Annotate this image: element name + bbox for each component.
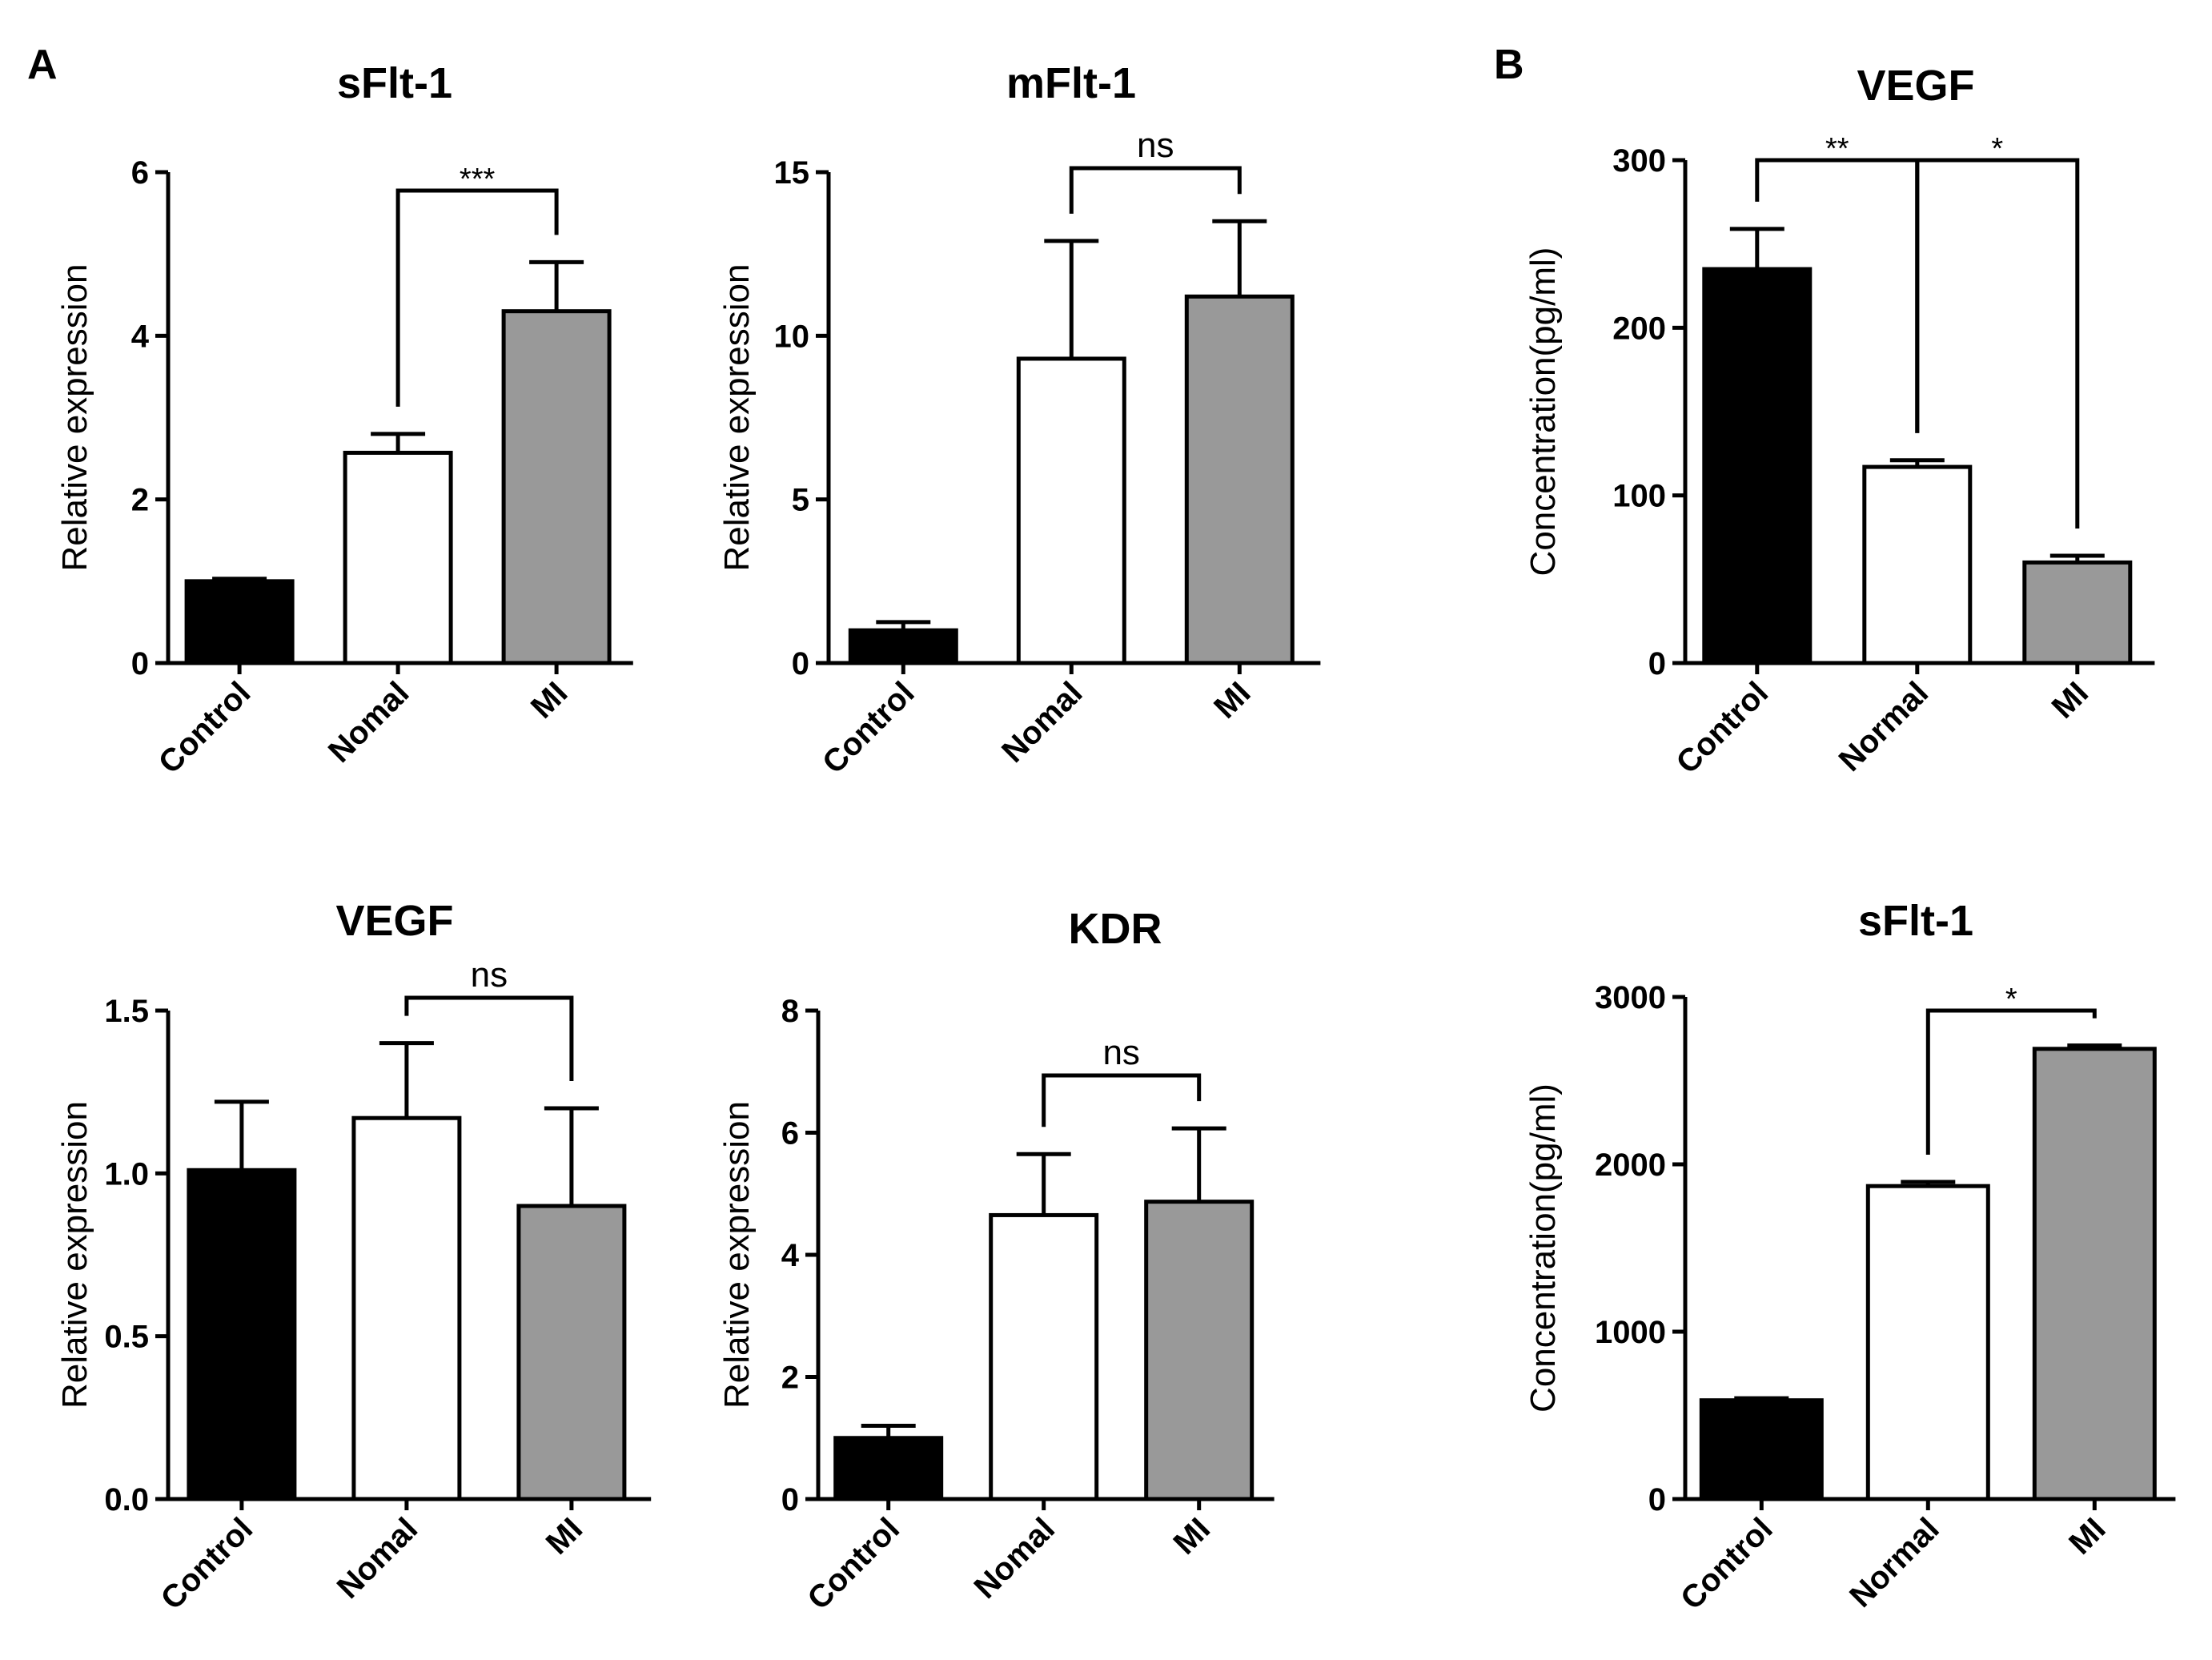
bar-control <box>1699 1398 1824 1501</box>
significance-bracket <box>395 188 559 407</box>
y-tick-label: 0 <box>792 646 809 681</box>
y-tick-label: 0 <box>781 1482 799 1517</box>
bar-nomal <box>989 1212 1099 1501</box>
y-tick-label: 5 <box>792 483 809 518</box>
significance-bracket <box>1925 1008 2097 1155</box>
chart-title: KDR <box>1069 905 1162 953</box>
significance-label: * <box>2005 983 2017 1016</box>
chart-title: VEGF <box>335 897 453 945</box>
y-tick-label: 6 <box>131 155 149 191</box>
chart-2: mFlt-1 Relative expression 0 5 10 15 Control No… <box>717 59 1321 781</box>
significance-label: ** <box>1825 132 1849 166</box>
significance-label: ns <box>1137 126 1174 165</box>
x-category-label: Control <box>155 1511 260 1617</box>
chart-title: sFlt-1 <box>337 59 452 107</box>
y-axis-label: Relative expression <box>717 264 757 572</box>
chart-3: VEGF Concentration(pg/ml) 0 100 200 300 Contro… <box>1524 62 2155 781</box>
bar-mi <box>1144 1200 1255 1501</box>
x-category-label: MI <box>1207 675 1258 725</box>
y-tick-label: 10 <box>774 319 810 354</box>
x-category-label: Normal <box>1833 675 1936 778</box>
bar-nomal <box>343 450 453 665</box>
x-category-label: MI <box>2062 1511 2113 1562</box>
y-tick-label: 100 <box>1612 479 1666 514</box>
bar-mi <box>2022 560 2133 665</box>
x-category-label: Nomal <box>968 1511 1062 1606</box>
y-axis-label: Concentration(pg/ml) <box>1524 1083 1563 1413</box>
y-tick-label: 15 <box>774 155 810 191</box>
bar-mi <box>501 309 612 665</box>
y-tick-label: 0.0 <box>104 1482 149 1517</box>
chart-4: VEGF Relative expression 0.0 0.5 1.0 1.5 Contr… <box>55 897 652 1617</box>
significance-bracket <box>1069 166 1242 214</box>
x-category-label: Nomal <box>995 675 1090 770</box>
y-tick-label: 0.5 <box>104 1320 149 1355</box>
bar-normal <box>1862 464 1973 665</box>
significance-label: ns <box>471 955 508 995</box>
significance-bracket <box>404 995 574 1081</box>
significance-bracket <box>1915 158 2080 529</box>
y-tick-label: 200 <box>1612 311 1666 346</box>
x-category-label: Control <box>1674 1511 1780 1617</box>
x-category-label: Control <box>816 675 921 781</box>
chart-5: KDR Relative expression 0 2 4 6 8 Control Nomal M… <box>717 905 1275 1617</box>
x-category-label: Control <box>1670 675 1776 781</box>
chart-1: sFlt-1 Relative expression 0 2 4 6 Control Noma… <box>55 59 633 781</box>
x-category-label: MI <box>540 1511 590 1562</box>
y-tick-label: 6 <box>781 1116 799 1152</box>
bar-mi <box>2032 1047 2157 1501</box>
chart-title: mFlt-1 <box>1006 59 1136 107</box>
significance-bracket <box>1042 1073 1202 1127</box>
chart-title: VEGF <box>1857 62 1974 110</box>
x-category-label: Control <box>801 1511 906 1617</box>
bar-nomal <box>1016 356 1126 665</box>
x-category-label: Nomal <box>322 675 416 770</box>
y-tick-label: 0 <box>1648 1482 1666 1517</box>
y-tick-label: 8 <box>781 994 799 1029</box>
x-category-label: MI <box>1167 1511 1218 1562</box>
x-category-label: Nomal <box>331 1511 425 1606</box>
significance-label: *** <box>460 163 496 196</box>
y-tick-label: 2 <box>131 483 149 518</box>
y-tick-label: 0 <box>1648 646 1666 681</box>
bar-control <box>187 1168 297 1501</box>
bar-nomal <box>351 1115 462 1501</box>
chart-title: sFlt-1 <box>1858 897 1973 945</box>
y-axis-label: Relative expression <box>55 1101 94 1409</box>
x-category-label: Normal <box>1843 1511 1946 1614</box>
bar-mi <box>516 1204 627 1501</box>
significance-label: * <box>1991 132 2003 166</box>
panel-label-b: B <box>1494 42 1524 88</box>
panel-label-a: A <box>27 42 58 88</box>
x-category-label: MI <box>2045 675 2096 725</box>
chart-6: sFlt-1 Concentration(pg/ml) 0 1000 2000 3000 C… <box>1524 897 2176 1617</box>
bar-control <box>184 579 295 665</box>
x-category-label: MI <box>524 675 575 725</box>
bar-control <box>1702 267 1813 665</box>
y-axis-label: Relative expression <box>55 264 94 572</box>
y-tick-label: 1.0 <box>104 1156 149 1192</box>
y-tick-label: 2 <box>781 1361 799 1396</box>
bar-normal <box>1865 1184 1990 1501</box>
y-tick-label: 4 <box>781 1238 800 1273</box>
y-tick-label: 1000 <box>1595 1315 1666 1350</box>
y-tick-label: 0 <box>131 646 149 681</box>
y-tick-label: 300 <box>1612 143 1666 179</box>
y-tick-label: 4 <box>131 319 150 354</box>
x-category-label: Control <box>152 675 258 781</box>
y-axis-label: Relative expression <box>717 1101 757 1409</box>
bar-control <box>833 1436 944 1501</box>
y-tick-label: 2000 <box>1595 1148 1666 1183</box>
significance-label: ns <box>1102 1033 1139 1072</box>
y-axis-label: Concentration(pg/ml) <box>1524 247 1563 577</box>
y-tick-label: 1.5 <box>104 994 149 1029</box>
bar-mi <box>1184 294 1295 665</box>
y-tick-label: 3000 <box>1595 980 1666 1015</box>
bar-control <box>848 628 958 665</box>
